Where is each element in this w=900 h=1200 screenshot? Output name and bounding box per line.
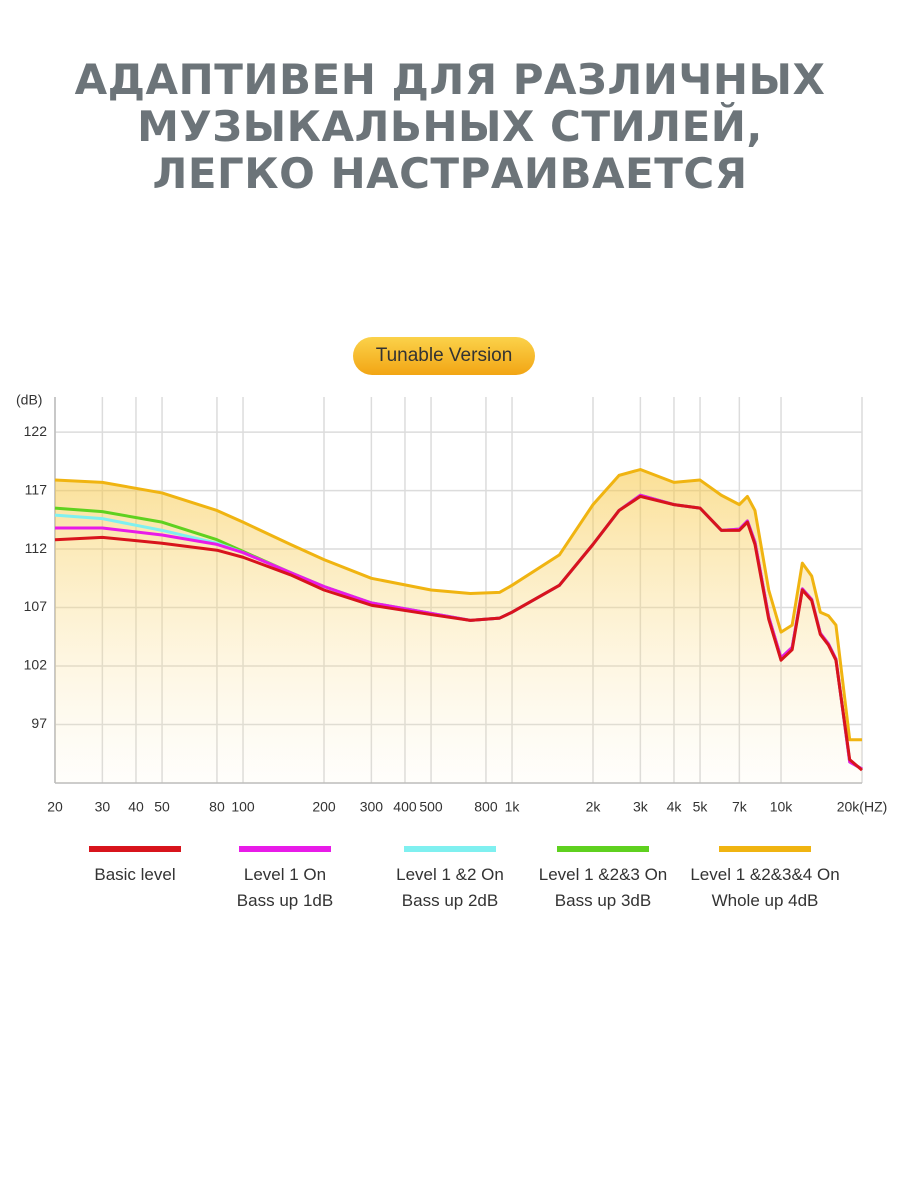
legend-item: Level 1 &2 On Bass up 2dB	[365, 846, 535, 914]
x-tick-label: 40	[128, 799, 144, 815]
legend-swatch	[89, 846, 181, 852]
y-tick-label: 107	[24, 598, 48, 614]
legend-item: Basic level	[50, 846, 220, 888]
legend-label: Level 1 &2 On Bass up 2dB	[396, 865, 504, 910]
x-tick-label: 100	[231, 799, 255, 815]
x-tick-label: 5k	[693, 799, 709, 815]
title-line: АДАПТИВЕН ДЛЯ РАЗЛИЧНЫХ	[74, 55, 826, 104]
title-line: МУЗЫКАЛЬНЫХ СТИЛЕЙ,	[137, 102, 763, 151]
x-tick-label: 500	[419, 799, 443, 815]
x-tick-label: 20	[47, 799, 63, 815]
x-tick-label: 200	[312, 799, 336, 815]
legend-label: Level 1 &2&3&4 On Whole up 4dB	[690, 865, 840, 910]
legend-swatch	[719, 846, 811, 852]
y-tick-label: 97	[31, 715, 47, 731]
y-tick-label: 102	[24, 657, 48, 673]
series-line	[54, 494, 863, 772]
legend-item: Level 1 &2&3&4 On Whole up 4dB	[680, 846, 850, 914]
x-tick-label: 4k	[667, 799, 683, 815]
title-line: ЛЕГКО НАСТРАИВАЕТСЯ	[152, 149, 748, 198]
x-tick-label: 10k	[770, 799, 794, 815]
area	[55, 469, 862, 783]
legend-swatch	[557, 846, 649, 852]
legend-label: Basic level	[94, 865, 176, 884]
y-axis-label: (dB)	[16, 392, 42, 408]
y-tick-label: 117	[25, 481, 48, 497]
y-tick-label: 122	[24, 423, 48, 439]
series-line	[54, 468, 862, 742]
x-tick-label: 80	[209, 799, 225, 815]
x-tick-label: 300	[360, 799, 384, 815]
legend-swatch	[404, 846, 496, 852]
legend-item: Level 1 &2&3 On Bass up 3dB	[518, 846, 688, 914]
x-tick-label: 7k	[732, 799, 748, 815]
x-tick-label: 20k(HZ)	[837, 799, 888, 815]
legend-item: Level 1 On Bass up 1dB	[200, 846, 370, 914]
y-tick-label: 112	[25, 540, 48, 556]
x-tick-label: 50	[154, 799, 170, 815]
badge: Tunable Version	[353, 337, 535, 375]
legend-label: Level 1 &2&3 On Bass up 3dB	[538, 865, 668, 910]
x-tick-label: 3k	[633, 799, 649, 815]
legend-label: Level 1 On Bass up 1dB	[236, 865, 334, 910]
x-tick-label: 30	[95, 799, 111, 815]
x-tick-label: 800	[474, 799, 498, 815]
x-tick-label: 1k	[505, 799, 521, 815]
legend-swatch	[239, 846, 331, 852]
x-tick-label: 2k	[586, 799, 602, 815]
x-tick-label: 400	[393, 799, 417, 815]
